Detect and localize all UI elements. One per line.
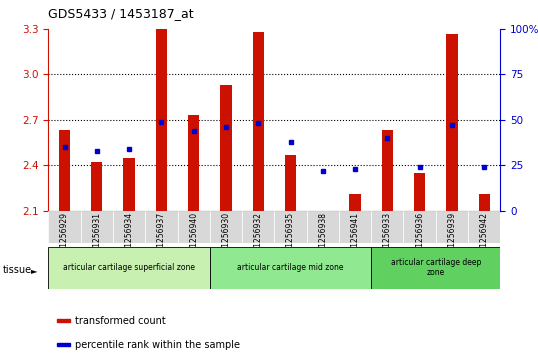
Text: percentile rank within the sample: percentile rank within the sample (75, 340, 240, 350)
Text: GDS5433 / 1453187_at: GDS5433 / 1453187_at (48, 7, 194, 20)
Text: GSM1256937: GSM1256937 (157, 212, 166, 263)
FancyBboxPatch shape (404, 211, 436, 243)
Text: GSM1256934: GSM1256934 (125, 212, 133, 263)
Bar (349, 194, 360, 211)
Bar (478, 194, 490, 211)
Bar (446, 34, 457, 211)
Text: articular cartilage mid zone: articular cartilage mid zone (237, 263, 344, 272)
FancyBboxPatch shape (58, 319, 69, 322)
Text: ►: ► (31, 266, 38, 275)
Bar (381, 130, 393, 211)
Text: GSM1256942: GSM1256942 (480, 212, 489, 263)
FancyBboxPatch shape (210, 247, 371, 289)
Text: GSM1256932: GSM1256932 (254, 212, 263, 263)
Bar (252, 32, 264, 211)
Bar (59, 130, 70, 211)
FancyBboxPatch shape (178, 211, 210, 243)
FancyBboxPatch shape (307, 211, 339, 243)
Bar (414, 173, 425, 211)
Text: GSM1256940: GSM1256940 (189, 212, 198, 263)
FancyBboxPatch shape (48, 211, 81, 243)
Text: articular cartilage deep
zone: articular cartilage deep zone (391, 258, 481, 277)
FancyBboxPatch shape (242, 211, 274, 243)
FancyBboxPatch shape (113, 211, 145, 243)
Text: GSM1256930: GSM1256930 (222, 212, 230, 263)
Text: GSM1256939: GSM1256939 (448, 212, 456, 263)
Bar (188, 115, 199, 211)
Text: articular cartilage superficial zone: articular cartilage superficial zone (63, 263, 195, 272)
Bar (285, 155, 296, 211)
FancyBboxPatch shape (468, 211, 500, 243)
Text: GSM1256931: GSM1256931 (93, 212, 101, 263)
FancyBboxPatch shape (371, 247, 500, 289)
Bar (123, 158, 134, 211)
FancyBboxPatch shape (274, 211, 307, 243)
FancyBboxPatch shape (210, 211, 242, 243)
Text: GSM1256938: GSM1256938 (318, 212, 327, 263)
Bar (155, 29, 167, 211)
FancyBboxPatch shape (145, 211, 178, 243)
Text: GSM1256941: GSM1256941 (351, 212, 359, 263)
Bar (220, 85, 231, 211)
Bar (91, 162, 102, 211)
Text: GSM1256933: GSM1256933 (383, 212, 392, 263)
FancyBboxPatch shape (81, 211, 113, 243)
FancyBboxPatch shape (436, 211, 468, 243)
Text: tissue: tissue (3, 265, 32, 276)
FancyBboxPatch shape (371, 211, 404, 243)
Text: GSM1256929: GSM1256929 (60, 212, 69, 263)
Text: GSM1256936: GSM1256936 (415, 212, 424, 263)
Text: transformed count: transformed count (75, 316, 166, 326)
FancyBboxPatch shape (58, 343, 69, 346)
FancyBboxPatch shape (339, 211, 371, 243)
FancyBboxPatch shape (48, 247, 210, 289)
Text: GSM1256935: GSM1256935 (286, 212, 295, 263)
